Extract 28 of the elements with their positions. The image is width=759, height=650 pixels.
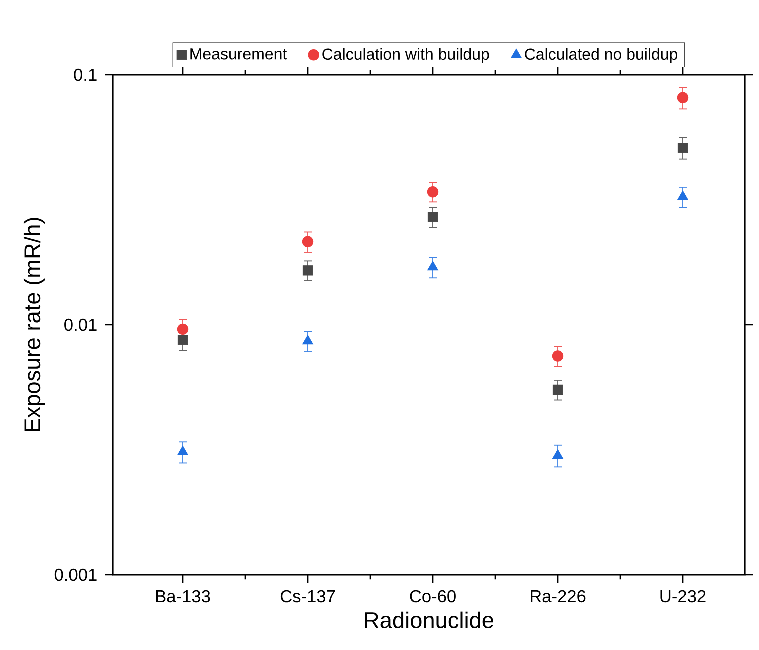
point	[302, 236, 314, 248]
y-tick-label: 0.01	[64, 318, 97, 332]
point	[178, 446, 188, 456]
point	[302, 335, 314, 345]
y-tick-label: 0.001	[54, 568, 97, 582]
legend-label: Measurement	[190, 48, 288, 60]
point	[678, 190, 688, 200]
point	[428, 261, 438, 271]
point	[177, 324, 189, 336]
x-tick-label: Ra-226	[531, 590, 586, 603]
x-tick-label: Ba-133	[156, 590, 210, 603]
point	[552, 350, 564, 362]
point	[552, 449, 564, 459]
point	[428, 212, 438, 222]
y-axis-title: Exposure rate (mR/h)	[24, 218, 46, 432]
point	[678, 143, 688, 154]
legend-label: Calculated no buildup	[525, 48, 678, 64]
point	[302, 266, 314, 276]
x-tick-label: Cs-137	[280, 590, 336, 603]
point	[552, 384, 564, 395]
point	[677, 92, 689, 104]
x-axis-title: Radionuclide	[365, 612, 494, 628]
point	[178, 335, 188, 346]
x-tick-label: Co-60	[410, 590, 456, 603]
point	[427, 186, 439, 198]
x-tick-label: U-232	[660, 590, 706, 603]
y-tick-label: 0.1	[74, 68, 97, 82]
legend-label: Calculation with buildup	[322, 48, 490, 64]
